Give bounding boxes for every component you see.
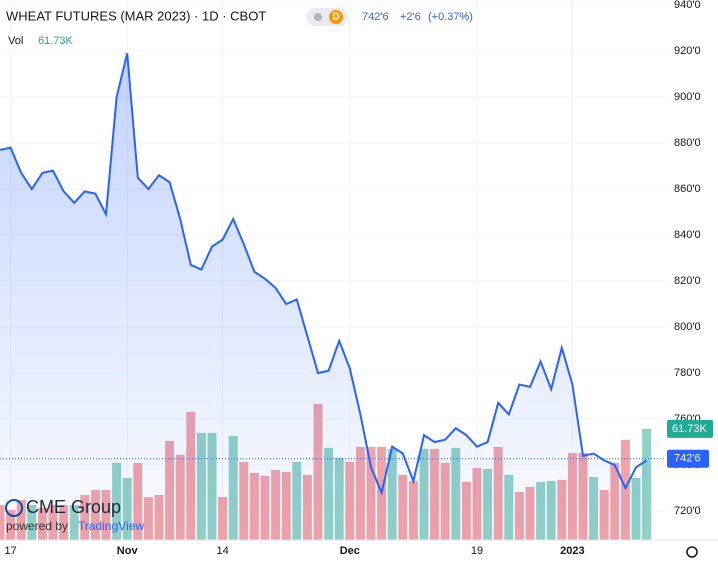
- change-pct: (+0.37%): [428, 11, 473, 23]
- x-tick-label: 19: [471, 545, 483, 557]
- y-tick-label: 720'0: [674, 505, 701, 517]
- volume-title: Vol: [8, 35, 23, 47]
- y-tick-label: 900'0: [674, 91, 701, 103]
- y-tick-label: 800'0: [674, 321, 701, 333]
- x-tick-label: 17: [4, 545, 16, 557]
- logo-powered: powered by: [6, 519, 68, 533]
- area: [0, 53, 647, 540]
- settings-icon[interactable]: [686, 546, 698, 558]
- badge-circle: [329, 10, 343, 24]
- logo-globe: [5, 499, 23, 517]
- x-tick-label: Nov: [117, 545, 139, 557]
- last-price: 742'6: [362, 11, 389, 23]
- y-tick-label: 860'0: [674, 183, 701, 195]
- chart-title: WHEAT FUTURES (MAR 2023) · 1D · CBOT: [6, 8, 266, 23]
- logo-brand: TradingView: [78, 519, 144, 533]
- x-tick-label: 14: [216, 545, 228, 557]
- volume-last: 61.73K: [38, 35, 74, 47]
- price-line: [0, 53, 648, 496]
- volume-badge: [667, 419, 713, 438]
- badge: D: [332, 12, 339, 23]
- x-tick-label: Dec: [340, 545, 360, 557]
- y-tick-label: 780'0: [674, 367, 701, 379]
- price-badge: [667, 449, 709, 468]
- volume-badge-label: 61.73K: [672, 423, 708, 435]
- x-tick-label: 2023: [560, 545, 584, 557]
- price-badge-label: 742'6: [674, 453, 701, 465]
- change: +2'6: [400, 11, 421, 23]
- y-tick-label: 920'0: [674, 45, 701, 57]
- y-tick-label: 880'0: [674, 137, 701, 149]
- y-tick-label: 840'0: [674, 229, 701, 241]
- logo-name: CME Group: [26, 497, 121, 517]
- y-tick-label: 820'0: [674, 275, 701, 287]
- status-dot: [314, 13, 322, 21]
- y-tick-label: 940'0: [674, 0, 701, 11]
